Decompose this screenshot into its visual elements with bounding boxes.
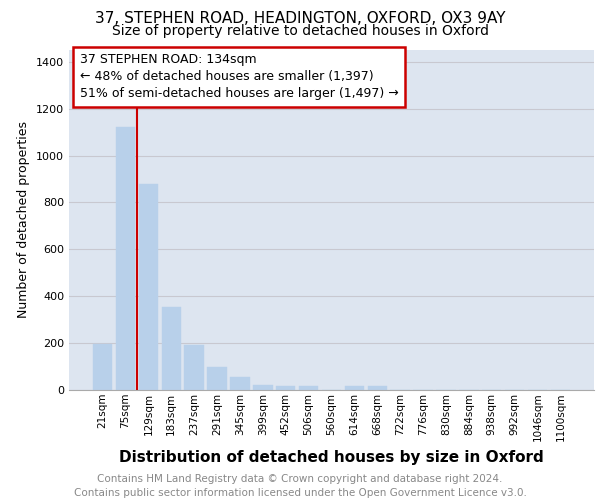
Bar [116, 128, 135, 390]
Bar [299, 386, 319, 390]
Bar [184, 344, 204, 390]
Text: Size of property relative to detached houses in Oxford: Size of property relative to detached ho… [112, 24, 488, 38]
Bar [93, 344, 112, 390]
Bar [368, 386, 387, 390]
X-axis label: Distribution of detached houses by size in Oxford: Distribution of detached houses by size … [119, 450, 544, 464]
Bar [230, 377, 250, 390]
Text: 37 STEPHEN ROAD: 134sqm
← 48% of detached houses are smaller (1,397)
51% of semi: 37 STEPHEN ROAD: 134sqm ← 48% of detache… [79, 54, 398, 100]
Bar [344, 386, 364, 390]
Text: 37, STEPHEN ROAD, HEADINGTON, OXFORD, OX3 9AY: 37, STEPHEN ROAD, HEADINGTON, OXFORD, OX… [95, 11, 505, 26]
Bar [161, 308, 181, 390]
Bar [139, 184, 158, 390]
Bar [276, 386, 295, 390]
Bar [253, 385, 272, 390]
Text: Contains HM Land Registry data © Crown copyright and database right 2024.
Contai: Contains HM Land Registry data © Crown c… [74, 474, 526, 498]
Bar [208, 368, 227, 390]
Y-axis label: Number of detached properties: Number of detached properties [17, 122, 31, 318]
